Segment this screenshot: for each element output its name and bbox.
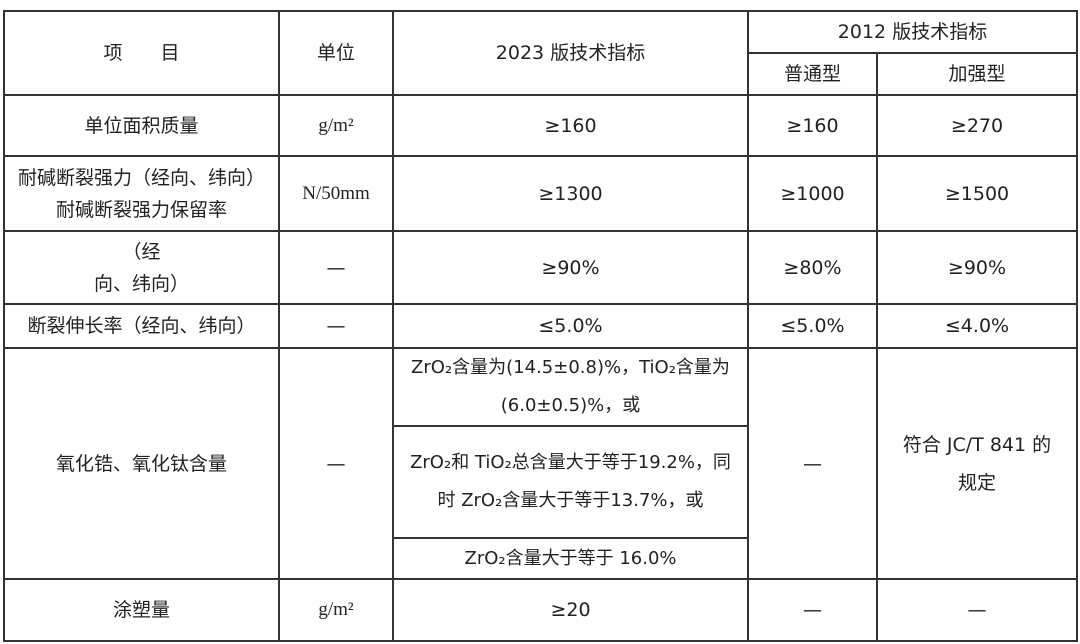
cell-reinforced: ≥90% — [876, 230, 1078, 305]
table-row: 耐碱断裂强力（经向、纬向） 耐碱断裂强力保留率 N/50mm ≥1300 ≥10… — [3, 155, 1078, 232]
cell-item: 单位面积质量 — [3, 94, 280, 157]
cell-item: 耐碱断裂强力（经向、纬向） 耐碱断裂强力保留率 — [3, 155, 280, 232]
cell-item: 断裂伸长率（经向、纬向） — [3, 303, 280, 349]
cell-2023: ≥1300 — [392, 155, 749, 232]
header-normal: 普通型 — [747, 52, 878, 96]
cell-item: 涂塑量 — [3, 578, 280, 642]
cell-normal: ≤5.0% — [747, 303, 878, 349]
cell-normal: — — [747, 347, 878, 580]
cell-unit: — — [278, 230, 394, 305]
table-row: （经 向、纬向） — ≥90% ≥80% ≥90% — [3, 230, 1078, 305]
cell-normal: — — [747, 578, 878, 642]
header-2012: 2012 版技术指标 — [747, 10, 1078, 54]
table-row: 断裂伸长率（经向、纬向） — ≤5.0% ≤5.0% ≤4.0% — [3, 303, 1078, 349]
cell-2023: ≥20 — [392, 578, 749, 642]
cell-2023: ≥90% — [392, 230, 749, 305]
cell-unit: — — [278, 303, 394, 349]
header-item: 项 目 — [3, 10, 280, 96]
cell-unit: — — [278, 347, 394, 580]
cell-normal: ≥160 — [747, 94, 878, 157]
cell-item: 氧化锆、氧化钛含量 — [3, 347, 280, 580]
table-row: 单位面积质量 g/m² ≥160 ≥160 ≥270 — [3, 94, 1078, 157]
cell-2023-option-1: ZrO₂含量为(14.5±0.8)%，TiO₂含量为(6.0±0.5)%，或 — [392, 347, 749, 427]
header-reinforced: 加强型 — [876, 52, 1078, 96]
cell-item: （经 向、纬向） — [3, 230, 280, 305]
cell-reinforced: ≥1500 — [876, 155, 1078, 232]
cell-2023: ≤5.0% — [392, 303, 749, 349]
header-2023: 2023 版技术指标 — [392, 10, 749, 96]
header-unit: 单位 — [278, 10, 394, 96]
cell-reinforced: — — [876, 578, 1078, 642]
cell-reinforced: ≤4.0% — [876, 303, 1078, 349]
table-row: 涂塑量 g/m² ≥20 — — — [3, 578, 1078, 642]
cell-2023-option-2: ZrO₂和 TiO₂总含量大于等于19.2%，同时 ZrO₂含量大于等于13.7… — [392, 425, 749, 539]
cell-unit: N/50mm — [278, 155, 394, 232]
table-row: 氧化锆、氧化钛含量 — ZrO₂含量为(14.5±0.8)%，TiO₂含量为(6… — [3, 347, 1078, 580]
cell-normal: ≥1000 — [747, 155, 878, 232]
spec-comparison-table: 项 目 单位 2023 版技术指标 2012 版技术指标 普通型 加强型 单位面… — [3, 10, 1078, 642]
cell-2023: ≥160 — [392, 94, 749, 157]
cell-2023-option-3: ZrO₂含量大于等于 16.0% — [392, 537, 749, 580]
cell-unit: g/m² — [278, 578, 394, 642]
cell-reinforced: ≥270 — [876, 94, 1078, 157]
cell-reinforced: 符合 JC/T 841 的规定 — [876, 347, 1078, 580]
cell-unit: g/m² — [278, 94, 394, 157]
cell-normal: ≥80% — [747, 230, 878, 305]
